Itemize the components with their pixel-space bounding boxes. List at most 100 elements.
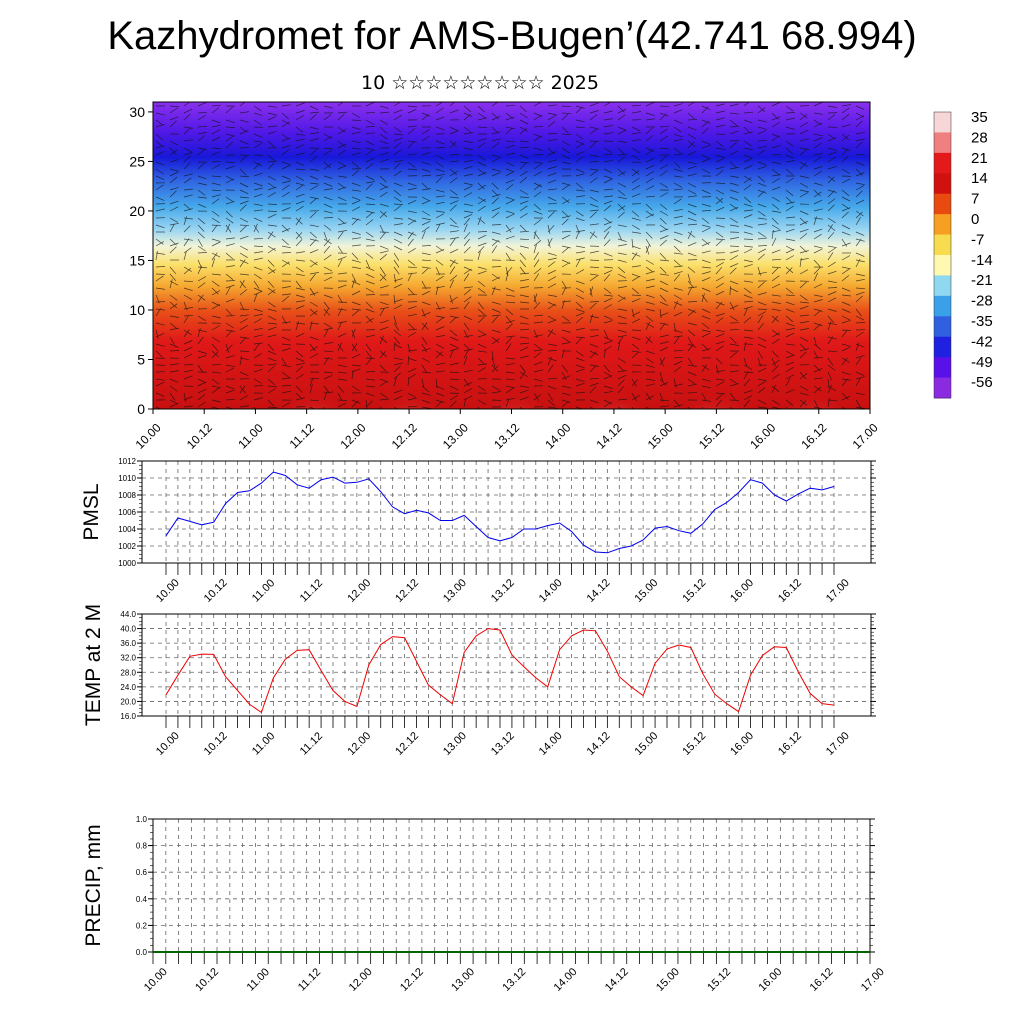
wind-arrow bbox=[603, 375, 613, 380]
wind-arrow bbox=[575, 301, 583, 309]
wind-arrow bbox=[533, 378, 543, 382]
wind-arrow bbox=[617, 140, 627, 143]
wind-arrow bbox=[617, 203, 625, 211]
wind-arrow bbox=[365, 238, 375, 242]
wind-arrow bbox=[393, 109, 403, 114]
wind-arrow bbox=[421, 200, 431, 205]
wind-arrow bbox=[351, 206, 361, 212]
wind-arrow bbox=[309, 301, 318, 307]
wind-arrow bbox=[757, 336, 767, 342]
wind-arrow bbox=[211, 399, 221, 403]
wind-arrow bbox=[463, 192, 473, 198]
wind-arrow bbox=[351, 301, 361, 306]
wind-arrow bbox=[267, 308, 277, 312]
wind-arrow bbox=[799, 392, 809, 396]
wind-arrow bbox=[155, 151, 165, 156]
wind-arrow bbox=[519, 146, 529, 149]
wind-arrow bbox=[211, 124, 221, 128]
wind-arrow bbox=[337, 308, 347, 311]
wind-arrow bbox=[435, 326, 445, 331]
wind-arrow bbox=[659, 405, 669, 408]
wind-arrow bbox=[519, 200, 529, 205]
wind-arrow bbox=[855, 273, 865, 277]
wind-arrow bbox=[435, 107, 444, 114]
wind-arrow bbox=[575, 143, 584, 149]
wind-arrow bbox=[295, 287, 305, 291]
wind-arrow bbox=[813, 336, 817, 346]
wind-arrow bbox=[351, 343, 358, 352]
wind-arrow bbox=[575, 312, 585, 317]
y-tick-label: 5 bbox=[137, 351, 145, 367]
wind-arrow bbox=[491, 138, 501, 142]
colorbar-swatch bbox=[934, 152, 951, 174]
wind-arrow bbox=[603, 371, 612, 377]
wind-arrow bbox=[547, 406, 557, 409]
wind-arrow bbox=[281, 164, 291, 170]
y-tick-label: 0.8 bbox=[136, 842, 148, 851]
wind-arrow bbox=[323, 133, 332, 139]
wind-arrow bbox=[799, 348, 809, 352]
wind-arrow bbox=[225, 237, 235, 240]
y-tick-label: 20 bbox=[129, 203, 145, 219]
wind-arrow bbox=[211, 210, 220, 217]
wind-arrow bbox=[449, 349, 454, 359]
wind-arrow bbox=[799, 189, 809, 193]
wind-arrow bbox=[197, 148, 206, 156]
wind-arrow bbox=[519, 119, 529, 125]
wind-arrow bbox=[519, 252, 527, 260]
wind-arrow bbox=[533, 114, 542, 121]
wind-arrow bbox=[561, 234, 571, 240]
wind-arrow bbox=[211, 198, 220, 205]
wind-arrow bbox=[519, 286, 529, 289]
wind-arrow bbox=[477, 350, 487, 353]
wind-arrow bbox=[589, 128, 598, 135]
wind-arrow bbox=[421, 280, 427, 290]
wind-arrow bbox=[729, 103, 739, 107]
wind-arrow bbox=[463, 203, 473, 207]
wind-arrow bbox=[687, 195, 697, 198]
wind-arrow bbox=[855, 376, 865, 380]
wind-arrow bbox=[197, 381, 207, 387]
wind-arrow bbox=[155, 224, 165, 229]
wind-arrow bbox=[421, 266, 431, 269]
wind-arrow bbox=[841, 320, 851, 324]
wind-arrow bbox=[743, 154, 753, 159]
wind-arrow bbox=[267, 210, 278, 212]
wind-arrow bbox=[645, 336, 651, 345]
wind-arrow bbox=[183, 392, 187, 402]
wind-arrow bbox=[449, 307, 459, 310]
wind-arrow bbox=[799, 301, 809, 304]
wind-arrow bbox=[183, 266, 192, 272]
wind-arrow bbox=[729, 378, 738, 385]
wind-arrow bbox=[239, 405, 249, 408]
wind-arrow bbox=[463, 315, 473, 321]
wind-arrow bbox=[589, 160, 600, 163]
wind-arrow bbox=[421, 322, 428, 331]
wind-arrow bbox=[617, 129, 627, 135]
wind-arrow bbox=[505, 252, 512, 261]
wind-arrow bbox=[687, 165, 697, 170]
wind-arrow bbox=[407, 405, 418, 408]
wind-arrow bbox=[337, 161, 347, 167]
wind-arrow bbox=[757, 237, 767, 240]
wind-arrow bbox=[743, 306, 753, 310]
wind-arrow bbox=[281, 347, 291, 352]
wind-arrow bbox=[519, 196, 530, 198]
wind-arrow bbox=[785, 354, 795, 359]
wind-arrow bbox=[421, 135, 430, 142]
wind-arrow bbox=[351, 196, 361, 201]
wind-arrow bbox=[785, 366, 794, 373]
wind-arrow bbox=[631, 294, 642, 296]
precip-y-axis-label: PRECIP, mm bbox=[82, 824, 105, 946]
wind-arrow bbox=[435, 116, 445, 121]
x-tick-label: 14.00 bbox=[537, 730, 565, 758]
wind-arrow bbox=[477, 246, 485, 254]
wind-arrow bbox=[295, 362, 305, 366]
y-tick-label: 10 bbox=[129, 302, 145, 318]
wind-arrow bbox=[785, 294, 796, 297]
wind-arrow bbox=[757, 165, 767, 170]
wind-arrow bbox=[575, 230, 580, 240]
wind-arrow bbox=[295, 232, 303, 240]
wind-arrow bbox=[225, 161, 236, 164]
wind-arrow bbox=[519, 205, 528, 212]
